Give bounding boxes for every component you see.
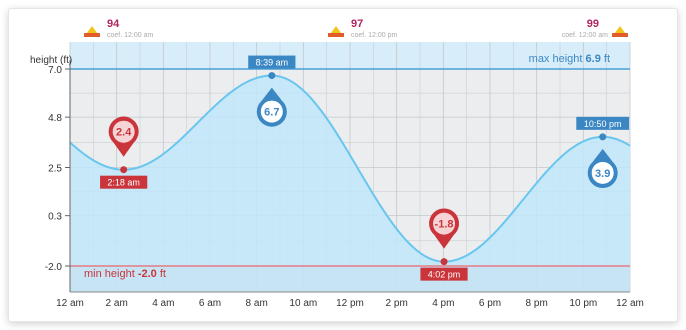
y-tick-label: -2.0: [45, 262, 63, 273]
coefficient-item: 94 coef. 12:00 am: [84, 18, 153, 39]
tide-area-layer: [69, 74, 631, 292]
tide-point: [120, 166, 128, 174]
tide-coefficient-icon-base: [612, 33, 628, 37]
x-tick-labels: 12 am 2 am 4 am 6 am 8 am 10 am 12 pm 2 pm 4 pm 6…: [56, 298, 644, 309]
high-tide-marker[interactable]: 8:39 am 6.7: [248, 55, 296, 127]
x-tick-label: 6 pm: [479, 298, 501, 309]
x-tick-label: 4 am: [152, 298, 174, 309]
coefficient-item: 99 coef. 12:00 am: [562, 18, 628, 39]
x-tick-label: 12 am: [56, 298, 84, 309]
tide-point: [268, 72, 276, 80]
tide-coefficient-icon-base: [84, 33, 100, 37]
x-tick-label: 10 am: [289, 298, 317, 309]
coefficient-label: coef. 12:00 am: [562, 32, 608, 39]
tide-pin-inner: [591, 161, 614, 184]
high-tide-marker[interactable]: 10:50 pm 3.9: [576, 116, 630, 189]
tide-time-box: [248, 55, 296, 69]
x-tick-label: 4 pm: [432, 298, 454, 309]
low-tide-marker[interactable]: 4:02 pm -1.8: [420, 208, 468, 281]
coefficient-value: 94: [107, 18, 120, 30]
tide-time-label: 8:39 am: [256, 58, 289, 68]
coefficient-label: coef. 12:00 pm: [351, 32, 397, 39]
tide-time-label: 2:18 am: [107, 178, 140, 188]
coefficient-label: coef. 12:00 am: [107, 32, 153, 39]
max-height-label: max height 6.9 ft: [529, 53, 610, 65]
tide-value-label: 2.4: [116, 127, 132, 139]
tide-value-label: 3.9: [595, 168, 610, 180]
min-height-label: min height -2.0 ft: [84, 268, 166, 280]
tide-coefficient-icon-base: [328, 33, 344, 37]
tide-time-label: 10:50 pm: [584, 119, 622, 129]
y-axis-title: height (ft): [30, 55, 72, 66]
tide-value-label: 6.7: [264, 107, 279, 119]
tide-pin-inner: [112, 120, 135, 143]
y-tick-label: 7.0: [48, 65, 62, 76]
tide-value-label: -1.8: [435, 219, 454, 231]
y-tick-label: 0.3: [48, 212, 62, 223]
coefficient-row: 94 coef. 12:00 am 97 coef. 12:00 pm 99 coef. …: [84, 18, 628, 39]
tide-point: [599, 133, 607, 141]
y-tick-label: 2.5: [48, 164, 62, 175]
tide-pin-inner: [433, 212, 456, 235]
tide-point: [440, 258, 448, 266]
tide-time-box: [100, 175, 148, 189]
tide-time-label: 4:02 pm: [428, 270, 461, 280]
tide-pin-inner: [260, 100, 283, 123]
tide-markers: 2:18 am 2.4 8:39 am 6.7 4:02 pm -1.8 10:50 pm 3…: [100, 55, 630, 281]
tide-curve: [69, 74, 631, 263]
x-tick-label: 12 pm: [336, 298, 364, 309]
x-tick-label: 8 am: [246, 298, 268, 309]
x-tick-label: 12 am: [616, 298, 644, 309]
y-tick-label: 4.8: [48, 113, 62, 124]
x-tick-label: 6 am: [199, 298, 221, 309]
coefficient-item: 97 coef. 12:00 pm: [328, 18, 397, 39]
x-tick-label: 8 pm: [526, 298, 548, 309]
low-tide-marker[interactable]: 2:18 am 2.4: [100, 116, 148, 189]
tide-time-box: [576, 116, 630, 130]
x-tick-label: 10 pm: [569, 298, 597, 309]
coefficient-value: 97: [351, 18, 363, 30]
x-tick-label: 2 pm: [386, 298, 408, 309]
coefficient-value: 99: [587, 18, 599, 30]
y-tick-labels: 7.0 4.8 2.5 0.3 -2.0: [45, 65, 70, 273]
x-tick-label: 2 am: [106, 298, 128, 309]
tide-time-box: [420, 267, 468, 281]
